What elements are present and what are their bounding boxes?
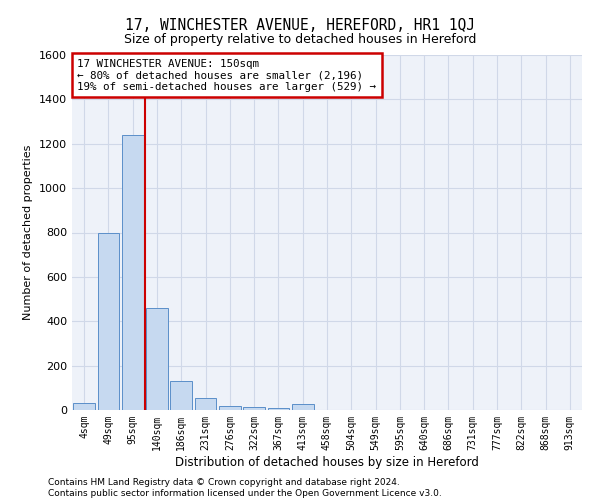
Text: Size of property relative to detached houses in Hereford: Size of property relative to detached ho… <box>124 32 476 46</box>
Bar <box>219 406 241 410</box>
Text: 17 WINCHESTER AVENUE: 150sqm
← 80% of detached houses are smaller (2,196)
19% of: 17 WINCHESTER AVENUE: 150sqm ← 80% of de… <box>77 58 376 92</box>
Bar <box>97 232 119 410</box>
Bar <box>194 398 217 410</box>
Bar <box>73 404 95 410</box>
X-axis label: Distribution of detached houses by size in Hereford: Distribution of detached houses by size … <box>175 456 479 468</box>
Bar <box>170 381 192 410</box>
Bar <box>122 135 143 410</box>
Text: 17, WINCHESTER AVENUE, HEREFORD, HR1 1QJ: 17, WINCHESTER AVENUE, HEREFORD, HR1 1QJ <box>125 18 475 32</box>
Bar <box>146 308 168 410</box>
Bar <box>292 404 314 410</box>
Y-axis label: Number of detached properties: Number of detached properties <box>23 145 34 320</box>
Bar <box>268 408 289 410</box>
Text: Contains HM Land Registry data © Crown copyright and database right 2024.
Contai: Contains HM Land Registry data © Crown c… <box>48 478 442 498</box>
Bar <box>243 407 265 410</box>
